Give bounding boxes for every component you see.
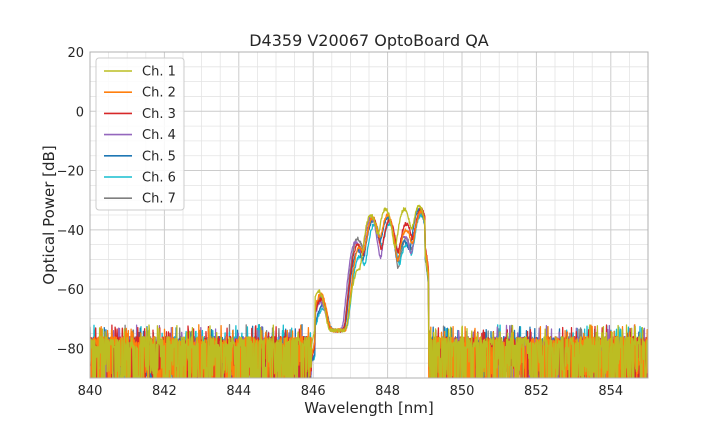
x-tick-label: 844 — [226, 384, 251, 399]
y-axis-ticks: −80 −60 −40 −20 0 20 — [57, 46, 84, 357]
legend-box — [95, 57, 185, 211]
x-tick-label: 846 — [301, 384, 326, 399]
x-axis-ticks: 840 842 844 846 848 850 852 854 — [78, 384, 624, 399]
legend-label: Ch. 1 — [142, 65, 176, 80]
x-tick-label: 840 — [78, 384, 103, 399]
y-tick-label: −40 — [57, 224, 84, 239]
x-axis-label: Wavelength [nm] — [304, 399, 434, 417]
x-tick-label: 850 — [450, 384, 475, 399]
x-tick-label: 848 — [375, 384, 400, 399]
legend-label: Ch. 5 — [142, 149, 176, 164]
x-tick-label: 854 — [598, 384, 623, 399]
y-tick-label: 20 — [67, 46, 84, 61]
y-axis-label: Optical Power [dB] — [40, 145, 58, 284]
series-group — [90, 204, 648, 378]
legend-label: Ch. 3 — [142, 107, 176, 122]
plot-frame — [89, 51, 649, 379]
y-tick-label: −80 — [57, 342, 84, 357]
x-tick-label: 852 — [524, 384, 549, 399]
y-tick-label: 0 — [76, 105, 84, 120]
chart-title: D4359 V20067 OptoBoard QA — [249, 31, 489, 50]
legend-label: Ch. 6 — [142, 171, 176, 186]
x-tick-label: 842 — [152, 384, 177, 399]
legend-label: Ch. 4 — [142, 128, 176, 143]
series-line-ch1 — [90, 204, 648, 378]
legend: Ch. 1 Ch. 2 Ch. 3 Ch. 4 Ch. 5 Ch. 6 Ch. 7 — [95, 57, 185, 211]
y-tick-label: −20 — [57, 165, 84, 180]
legend-label: Ch. 2 — [142, 86, 176, 101]
legend-label: Ch. 7 — [142, 192, 176, 207]
y-tick-label: −60 — [57, 283, 84, 298]
